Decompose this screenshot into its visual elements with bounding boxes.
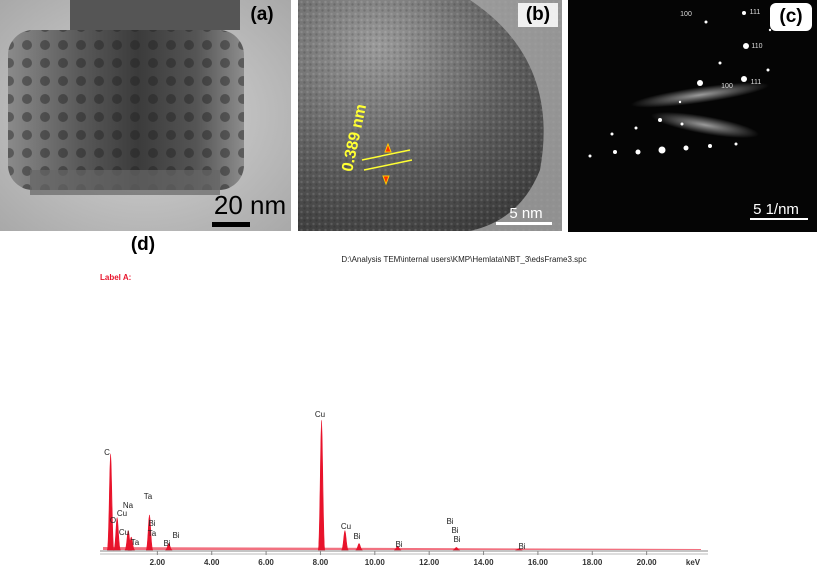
peak-label: Cu <box>315 410 325 419</box>
scale-bar-label: 5 1/nm <box>753 201 799 218</box>
peak <box>165 543 173 551</box>
peak <box>113 517 121 551</box>
peak-label: C <box>104 448 110 457</box>
scale-bar-label: 5 nm <box>509 205 542 222</box>
scale-bar-label: 20 nm <box>214 190 286 220</box>
peak <box>452 547 460 551</box>
x-tick-label: 2.00 <box>150 558 166 567</box>
panel-c: (c) 5 1/nm 100 111 110 100 111 <box>568 0 817 232</box>
peak <box>394 545 402 551</box>
panel-label: (b) <box>526 4 550 25</box>
spot-label: 111 <box>750 9 761 16</box>
peak-label: Bi <box>172 531 179 540</box>
x-axis-label: keV <box>686 558 701 567</box>
peak <box>355 543 363 551</box>
peak-label: Bi <box>148 519 155 528</box>
x-tick-label: 8.00 <box>313 558 329 567</box>
peak <box>515 548 523 551</box>
x-tick-label: 6.00 <box>258 558 274 567</box>
spot-label: 110 <box>751 43 762 50</box>
x-tick-label: 14.00 <box>474 558 495 567</box>
peak-label: Bi <box>518 542 525 551</box>
peak-label: Bi <box>446 517 453 526</box>
peak-label: Ta <box>148 529 157 538</box>
spot-label: 111 <box>751 79 762 86</box>
x-tick-label: 18.00 <box>582 558 603 567</box>
x-tick-label: 20.00 <box>637 558 658 567</box>
x-tick-label: 4.00 <box>204 558 220 567</box>
scale-bar <box>496 222 552 225</box>
x-tick-label: 16.00 <box>528 558 549 567</box>
scale-bar <box>212 222 250 227</box>
background <box>103 547 701 550</box>
spot-label: 100 <box>680 11 692 18</box>
peak-label: Cu <box>117 509 127 518</box>
peak <box>341 530 349 551</box>
peak-label: Bi <box>451 526 458 535</box>
panel-d: (d) D:\Analysis TEM\internal users\KMP\H… <box>100 234 708 567</box>
peak <box>145 514 154 551</box>
x-tick-label: 12.00 <box>419 558 440 567</box>
panel-b: 0.389 nm (b) 5 nm <box>298 0 562 231</box>
panel-label: (d) <box>131 234 155 255</box>
peak-label: Cu <box>341 522 351 531</box>
peak-label: Bi <box>395 540 402 549</box>
peak <box>317 419 326 551</box>
peak-label: Bi <box>353 532 360 541</box>
peak-label: Ta <box>144 492 153 501</box>
series-label: Label A: <box>100 273 131 282</box>
panel-a: (a) 20 nm <box>0 0 291 231</box>
peak-label: O <box>110 516 116 525</box>
peak <box>106 453 115 551</box>
peak-label: Bi <box>163 539 170 548</box>
file-path: D:\Analysis TEM\internal users\KMP\Hemla… <box>341 255 586 264</box>
peak-label: Bi <box>453 535 460 544</box>
panel-label: (c) <box>779 6 802 27</box>
spot-label: 100 <box>721 83 733 90</box>
peak-label: Na <box>123 501 134 510</box>
scale-bar <box>750 218 808 220</box>
peak-label: Cu <box>119 528 129 537</box>
x-tick-label: 10.00 <box>365 558 386 567</box>
panel-label: (a) <box>250 4 273 25</box>
peak-label: Ta <box>131 538 140 547</box>
peak <box>127 536 136 551</box>
